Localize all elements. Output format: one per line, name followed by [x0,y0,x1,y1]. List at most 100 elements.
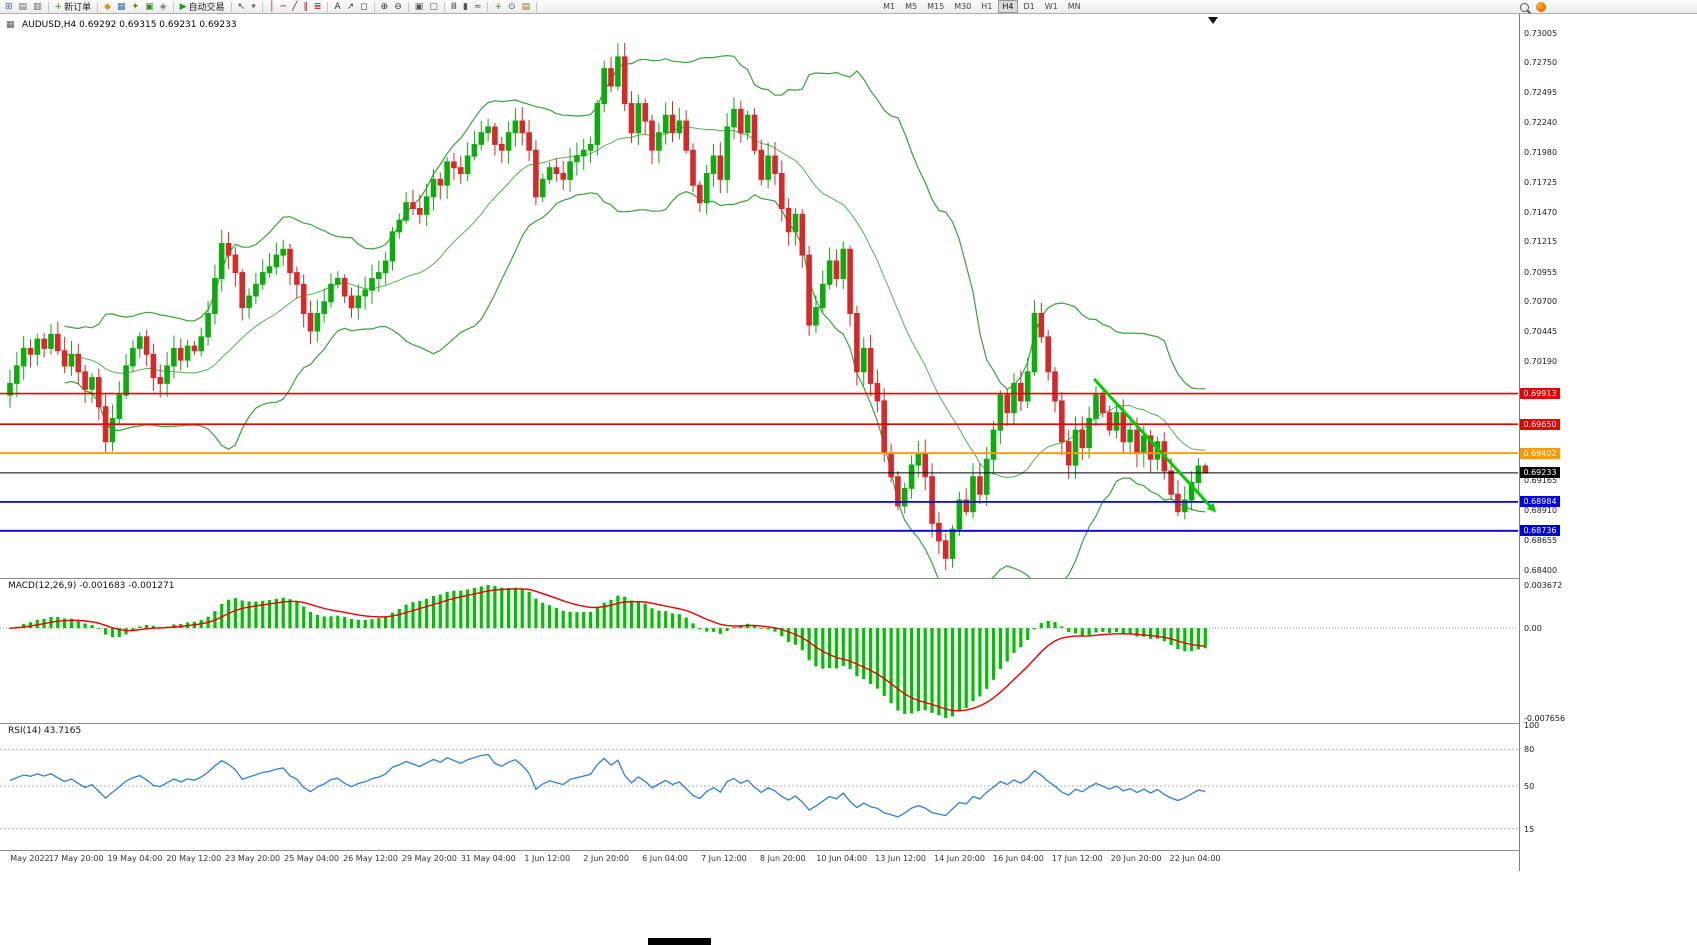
periods-icon-glyph: ⊙ [508,1,516,12]
tile-windows-icon[interactable]: ▣ [413,1,426,13]
shapes-icon[interactable]: ◻ [358,1,369,13]
templates-icon-glyph: ▤ [521,1,531,12]
channel-icon[interactable]: ∥ [301,1,310,13]
rsi-tick: 80 [1524,745,1535,755]
price-tick: 0.71470 [1524,207,1558,217]
line-chart-icon[interactable]: ≈ [472,1,484,13]
profiles-icon[interactable]: ▤ [17,1,30,13]
terminal-icon[interactable]: ▣ [143,1,156,13]
level-price-tag[interactable]: 0.68736 [1520,525,1560,537]
bar-chart-icon[interactable]: Ⅲ [449,1,459,13]
date-tick: 10 Jun 04:00 [816,854,868,863]
navigator-icon-glyph: ✦ [131,1,140,12]
zoom-out-icon[interactable]: ⊖ [392,1,404,13]
date-tick: 6 Jun 04:00 [642,854,688,863]
timeframe-w1[interactable]: W1 [1044,2,1058,11]
indicators-icon[interactable]: + [492,1,504,13]
toolbar-groups: ⊞ ▤ ▥ + 新订单 ◆ ▦ ✦ ▣ ◈ ▶ 自动交易 ↖ ⌖ │ ─ ╱ ∥ ≣ A ↗ ◻ ⊕ ⊖ ▣ ▢ Ⅲ ▮ ≈ + ⊙ ▤ [2,1,533,13]
date-tick: 17 May 20:00 [48,854,104,863]
chart-icon: ▦ [6,20,15,30]
arrows-icon[interactable]: ↗ [345,1,357,13]
cascade-windows-icon[interactable]: ▢ [427,1,440,13]
rsi-line [9,753,1206,818]
toolbar-separator [230,1,232,12]
navigator-icon[interactable]: ✦ [130,1,142,13]
date-tick: 26 May 12:00 [343,854,398,863]
zoom-in-icon[interactable]: ⊕ [379,1,391,13]
date-tick: 17 Jun 12:00 [1051,854,1103,863]
price-tick: 0.68910 [1524,506,1558,515]
time-axis[interactable]: May 2022 17 May 20:00 19 May 04:00 20 May 1… [0,851,1519,871]
macd-panel-canvas[interactable] [0,579,1519,723]
strategy-tester-icon[interactable]: ◈ [158,1,169,13]
trendline-icon[interactable]: ╱ [290,1,299,13]
price-tick: 0.70445 [1524,327,1558,336]
price-tick: 0.71725 [1524,177,1558,187]
date-tick: 16 Jun 04:00 [992,854,1044,863]
date-tick: 19 May 04:00 [107,854,163,863]
current-price-tag[interactable]: 0.69233 [1520,467,1560,479]
timeframe-m5[interactable]: M5 [905,2,918,11]
vertical-line-icon[interactable]: │ [267,1,276,13]
toolbar-separator [407,1,409,12]
toolbar-separator [373,1,375,12]
search-icon[interactable] [1520,2,1529,12]
macd-tick: -0.007656 [1524,714,1566,723]
new-order-button-label: 新订单 [64,3,92,13]
timeframe-m1[interactable]: M1 [883,2,896,11]
auto-trading-button-glyph: ▶ [179,1,187,12]
new-order-button[interactable]: + 新订单 [53,1,94,14]
date-tick: May 2022 [10,854,50,863]
text-icon[interactable]: A [332,1,342,13]
timeframe-h4[interactable]: H4 [998,0,1018,13]
timeframe-m15[interactable]: M15 [927,2,945,11]
bottom-black-bar [648,938,711,945]
timeframe-m30[interactable]: M30 [954,2,972,11]
price-tick: 0.68655 [1524,535,1558,545]
price-chart-canvas[interactable] [0,14,1519,578]
arrows-icon-glyph: ↗ [346,1,355,12]
timeframe-d1[interactable]: D1 [1023,2,1035,11]
toolbar-separator [443,1,445,12]
date-tick: 8 Jun 20:00 [759,854,806,863]
templates-icon[interactable]: ▤ [520,1,533,13]
toolbar-separator [487,1,489,12]
macd-histogram [8,585,1207,718]
price-axis[interactable]: 0.69913 0.69650 0.69402 0.69233 0.68984 0.687… [1519,14,1697,871]
crosshair-icon[interactable]: ⌖ [249,1,258,13]
channel-icon-glyph: ∥ [303,1,308,12]
level-price-tag[interactable]: 0.69402 [1520,447,1560,459]
level-price-tag[interactable]: 0.69913 [1520,388,1560,400]
date-tick: 23 May 20:00 [225,854,281,863]
cursor-icon[interactable]: ↖ [236,1,248,13]
level-price-tag[interactable]: 0.69650 [1520,418,1560,430]
candlestick-chart-icon[interactable]: ▮ [461,1,470,13]
price-tick: 0.72750 [1524,58,1558,68]
price-tick: 0.69165 [1524,476,1558,486]
new-chart-icon[interactable]: ⊞ [3,1,15,13]
timeframe-h1[interactable]: H1 [981,2,993,11]
panel-separator[interactable] [0,723,1697,724]
toolbar-separator [172,1,174,12]
auto-trading-button[interactable]: ▶ 自动交易 [178,1,227,14]
panel-separator [0,850,1697,851]
toolbar-separator [327,1,329,12]
market-watch-icon[interactable]: ◆ [102,1,113,13]
price-tick: 0.68400 [1524,565,1558,575]
panel-separator[interactable] [0,578,1697,579]
fibonacci-icon[interactable]: ≣ [312,1,324,13]
horizontal-line-icon[interactable]: ─ [279,1,288,13]
periods-icon[interactable]: ⊙ [506,1,518,13]
rsi-panel-canvas[interactable] [0,724,1519,850]
timeframe-mn[interactable]: MN [1067,2,1081,11]
price-tick: 0.70190 [1524,356,1558,366]
toolbar: ⊞ ▤ ▥ + 新订单 ◆ ▦ ✦ ▣ ◈ ▶ 自动交易 ↖ ⌖ │ ─ ╱ ∥ ≣ A ↗ ◻ ⊕ ⊖ ▣ ▢ Ⅲ ▮ ≈ + ⊙ ▤ M1… [0,0,1697,14]
trend-arrowhead [1206,502,1217,513]
chart-shift-icon[interactable]: ▥ [31,1,44,13]
data-window-icon[interactable]: ▦ [115,1,128,13]
notifications-icon[interactable] [1536,2,1546,12]
macd-label: MACD(12,26,9) -0.001683 -0.001271 [8,581,175,591]
price-tick: 0.70700 [1524,297,1558,307]
level-price-tag[interactable]: 0.68984 [1520,496,1560,508]
